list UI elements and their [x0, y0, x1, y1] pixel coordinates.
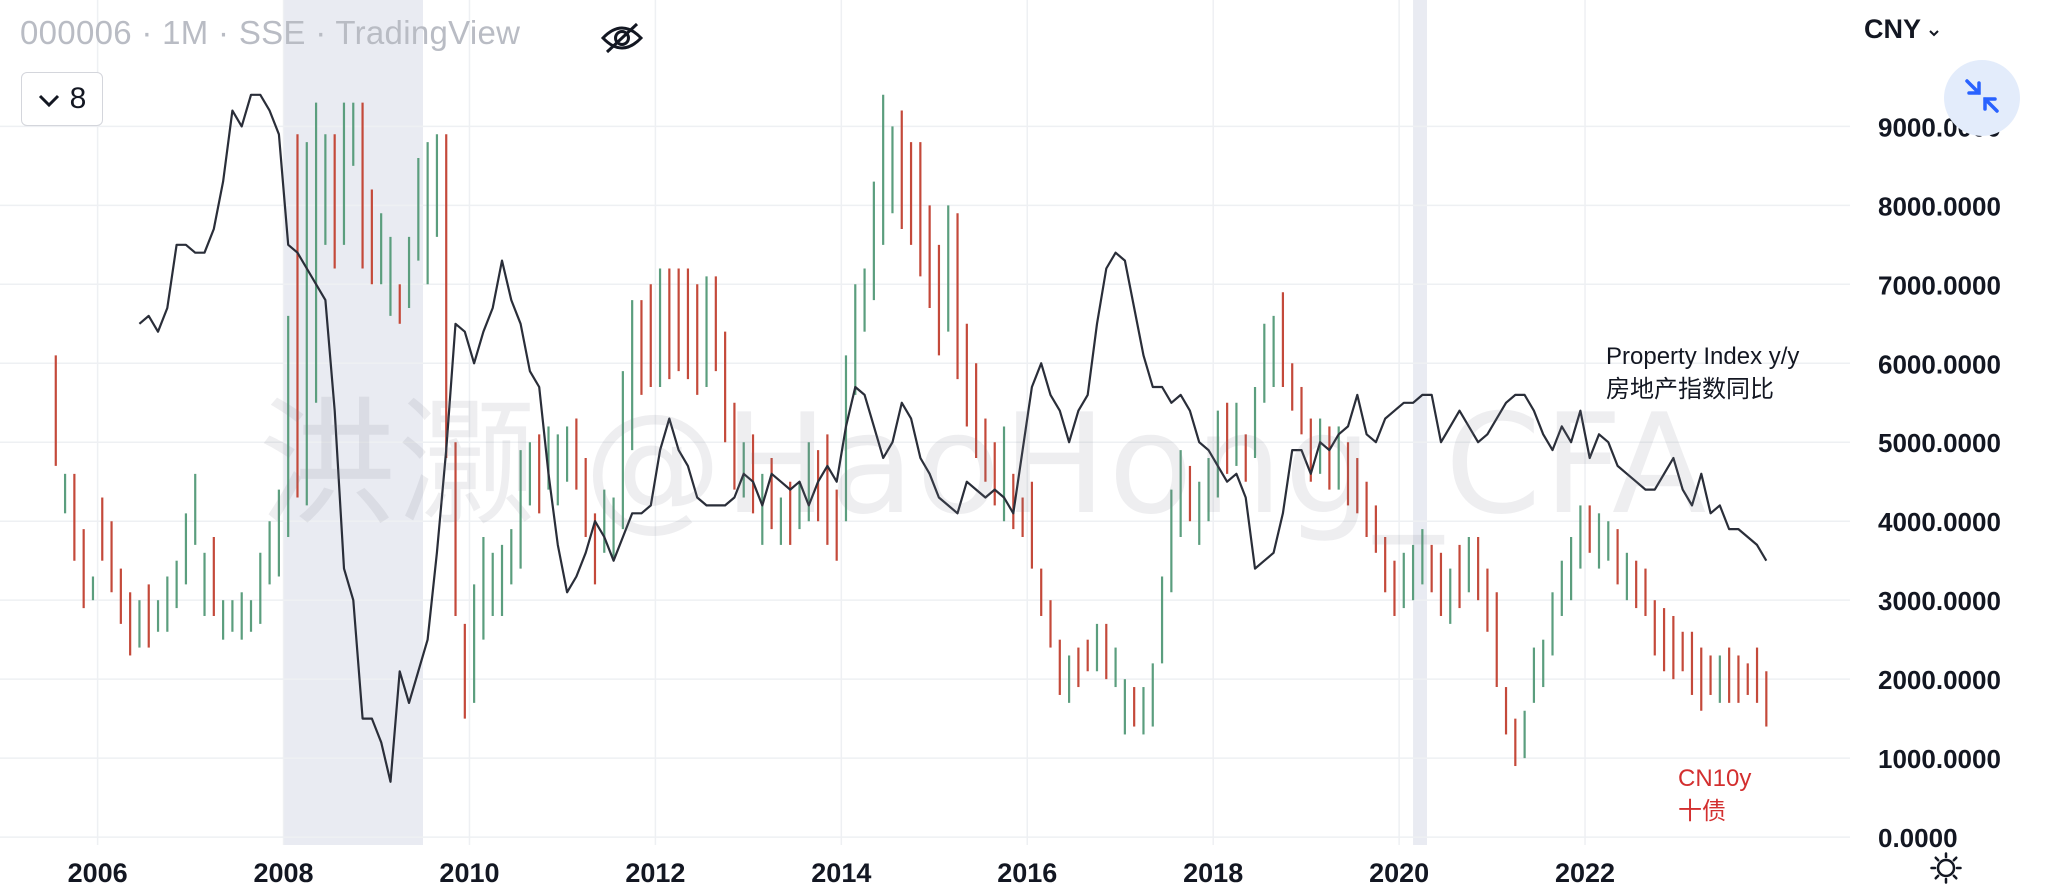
- time-tick-label: 2020: [1369, 858, 1429, 888]
- cn10y-label-cn: 十债: [1678, 798, 1726, 825]
- time-tick-label: 2014: [811, 858, 871, 888]
- cn10y-annotation: CN10y 十债: [1678, 762, 1751, 828]
- chevron-down-icon: [1928, 14, 1940, 44]
- time-tick-label: 2018: [1183, 858, 1243, 888]
- shaded-period-1: [1413, 0, 1428, 845]
- price-tick-label: 6000.0000: [1878, 349, 2001, 379]
- symbol-title: 000006 · 1M · SSE · TradingView: [20, 14, 521, 51]
- ohlc-bars: [54, 94, 1768, 767]
- chart-grid: [0, 0, 1850, 845]
- price-tick-label: 2000.0000: [1878, 665, 2001, 695]
- time-tick-label: 2012: [625, 858, 685, 888]
- property-index-line: [138, 93, 1768, 783]
- collapse-arrows-icon: [1961, 75, 2003, 122]
- chevron-down-icon: [38, 82, 60, 116]
- cn10y-label-en: CN10y: [1678, 765, 1752, 792]
- price-tick-label: 5000.0000: [1878, 428, 2001, 458]
- eye-off-icon[interactable]: [600, 18, 644, 63]
- time-tick-label: 2006: [68, 858, 128, 888]
- collapse-button[interactable]: [1944, 60, 2020, 136]
- time-tick-label: 2008: [254, 858, 314, 888]
- price-tick-label: 1000.0000: [1878, 744, 2001, 774]
- currency-selector[interactable]: CNY: [1864, 14, 1940, 45]
- price-tick-label: 3000.0000: [1878, 586, 2001, 616]
- property-label-en: Property Index y/y: [1606, 343, 1800, 370]
- time-axis: 2006 2008 2010 2012 2014 2016 2018 2020 2022: [68, 858, 1616, 888]
- property-index-annotation: Property Index y/y 房地产指数同比: [1606, 340, 1799, 406]
- price-tick-label: 8000.0000: [1878, 191, 2001, 221]
- price-axis: 0.0000 1000.0000 2000.0000 3000.0000 4000.00…: [1878, 112, 2001, 853]
- series-count: 8: [69, 82, 87, 115]
- time-tick-label: 2010: [439, 858, 499, 888]
- price-tick-label: 7000.0000: [1878, 270, 2001, 300]
- price-tick-label: 0.0000: [1878, 823, 1958, 853]
- currency-label: CNY: [1864, 14, 1921, 44]
- time-tick-label: 2016: [997, 858, 1057, 888]
- property-label-cn: 房地产指数同比: [1606, 376, 1774, 403]
- property-line-layer: [138, 93, 1768, 783]
- price-tick-label: 4000.0000: [1878, 507, 2001, 537]
- gear-icon[interactable]: [1930, 852, 1962, 889]
- series-toggle-button[interactable]: 8: [21, 72, 103, 126]
- time-tick-label: 2022: [1555, 858, 1615, 888]
